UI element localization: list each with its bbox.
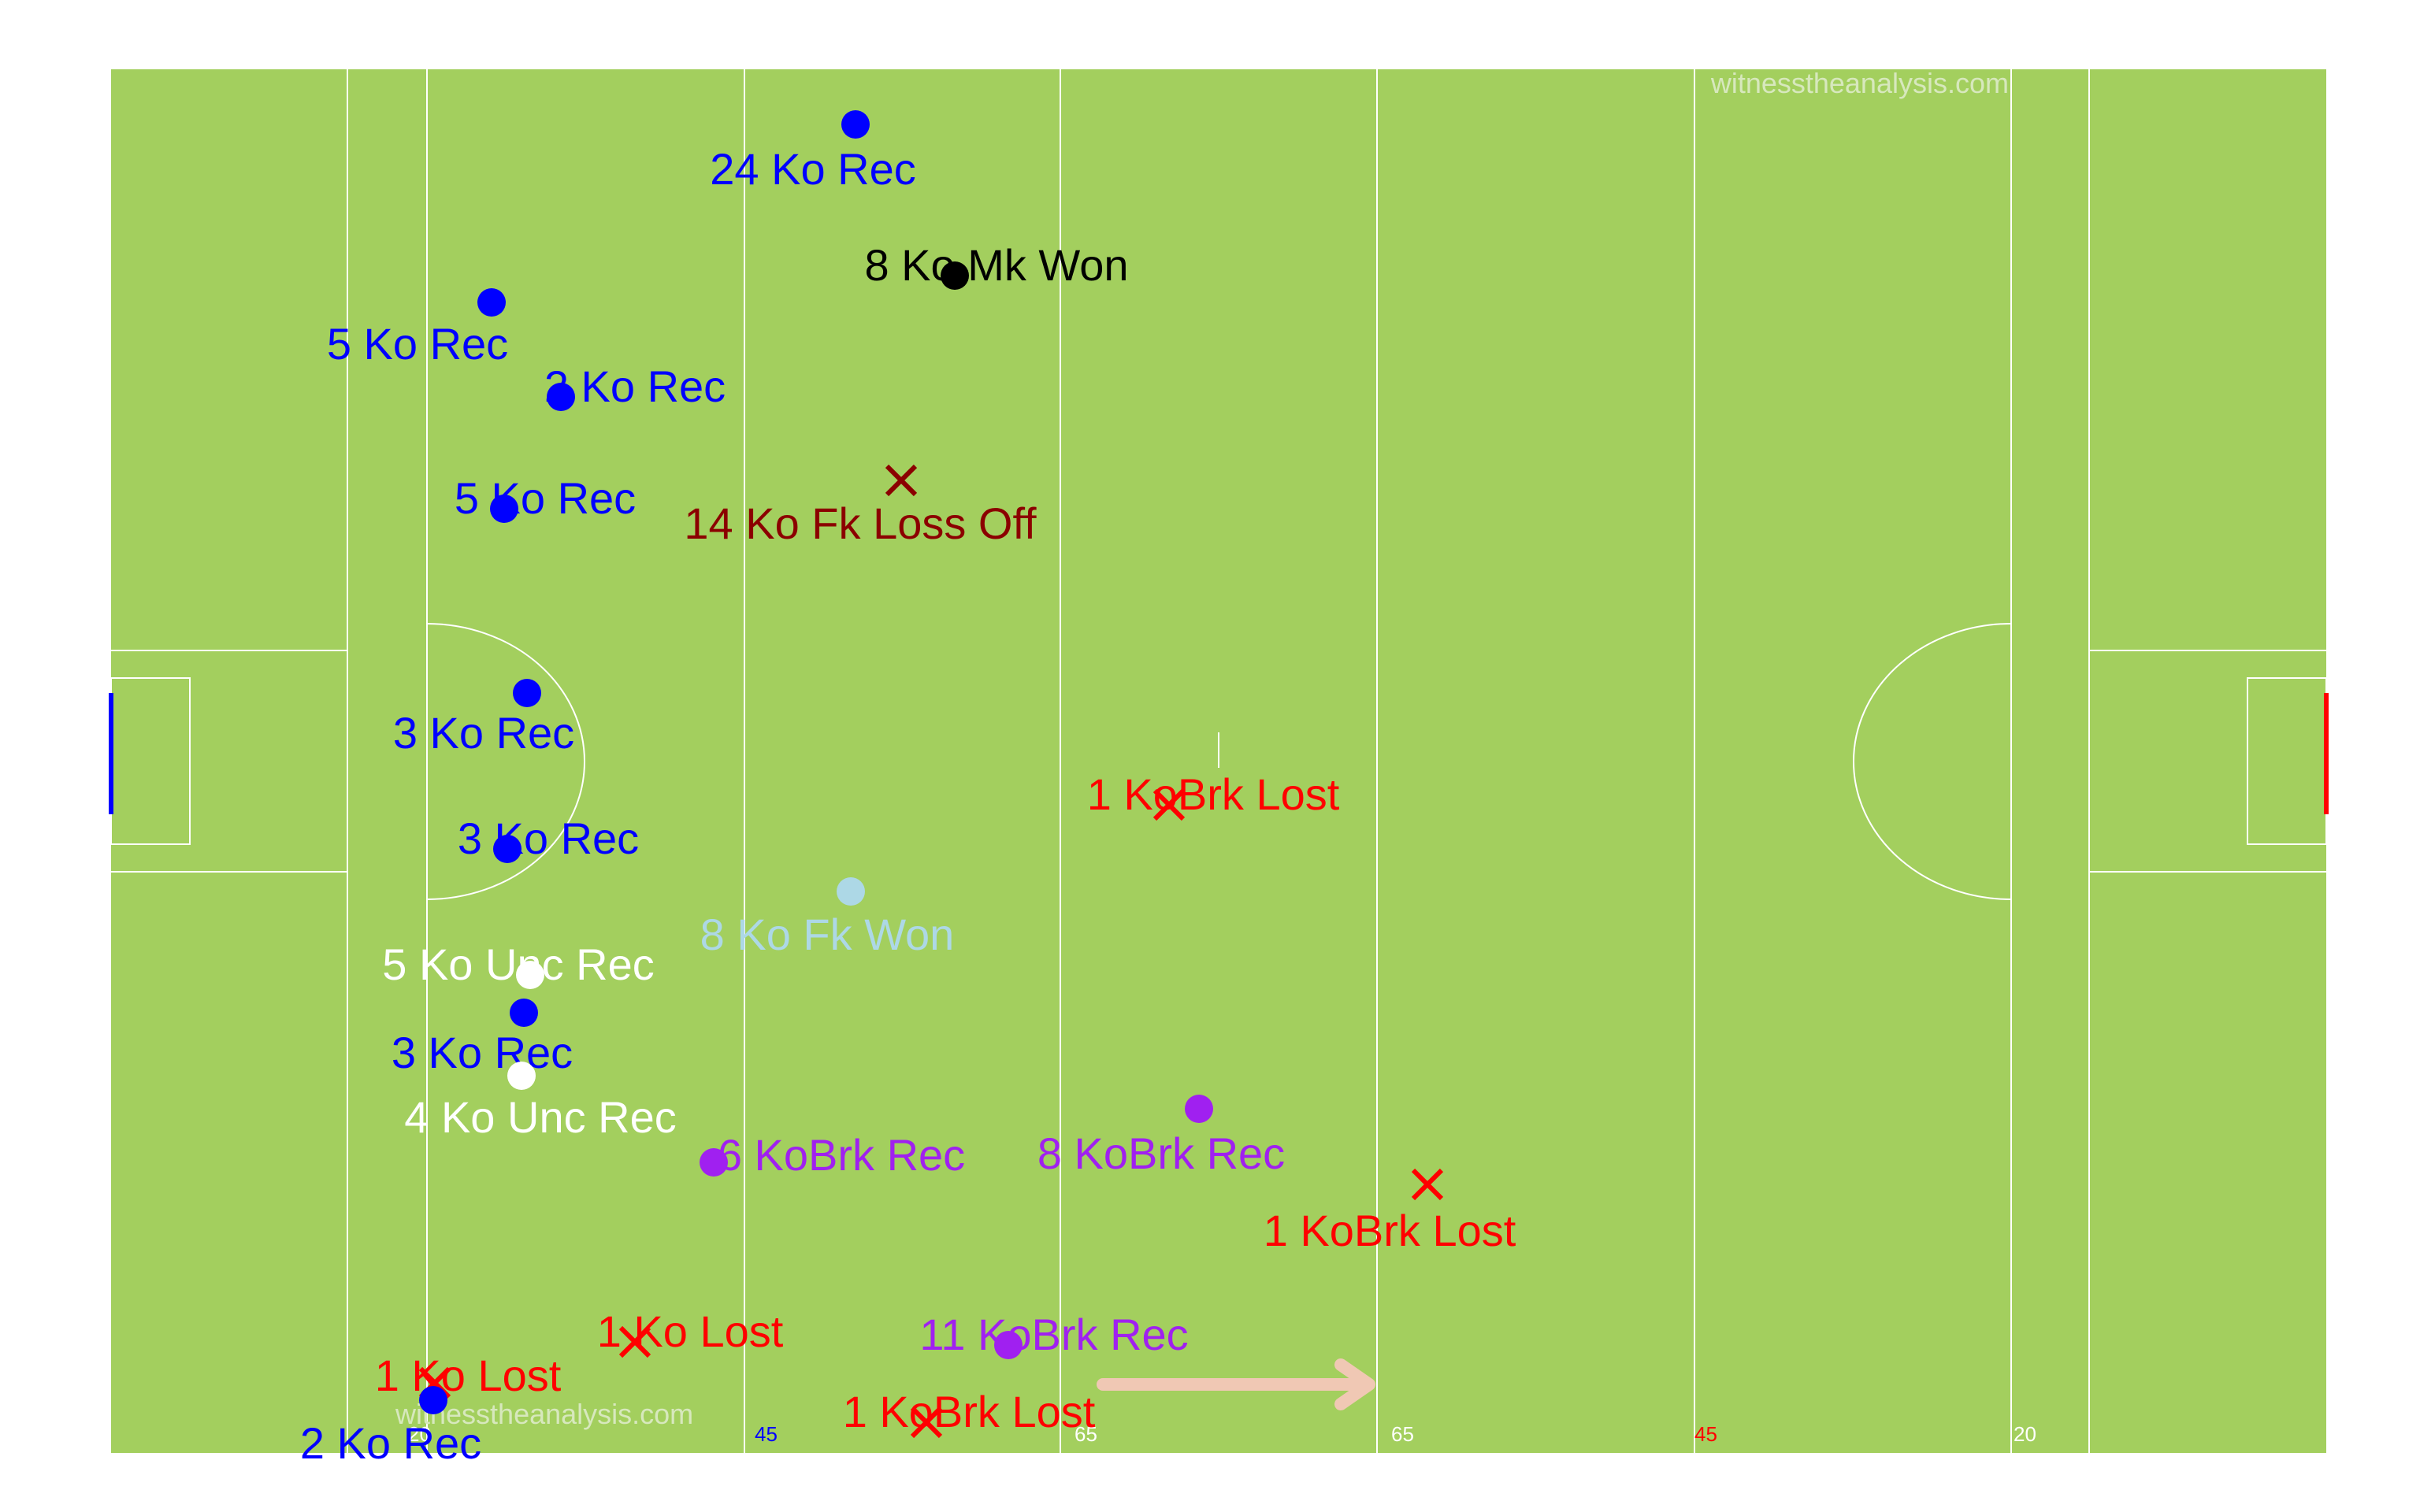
event-label: 6 KoBrk Rec <box>718 1130 965 1180</box>
event-ko-rec: 2 Ko Rec <box>300 1386 481 1468</box>
event-ko-rec: 24 Ko Rec <box>710 110 916 194</box>
event-dot-marker <box>510 999 538 1027</box>
event-ko-rec: 3 Ko Rec <box>392 999 573 1077</box>
event-label: 5 Ko Rec <box>455 473 636 523</box>
event-label: 1 KoBrk Lost <box>1087 769 1340 819</box>
event-dot-marker <box>477 288 506 317</box>
event-label: 1 KoBrk Lost <box>1264 1206 1516 1255</box>
event-lost: 1 Ko Lost <box>597 1306 784 1358</box>
event-lost: 1 KoBrk Lost <box>1264 1168 1516 1255</box>
event-label: 3 Ko Rec <box>392 1028 573 1077</box>
event-cross-marker <box>618 1325 651 1358</box>
event-label: 8 Ko Fk Won <box>700 910 955 959</box>
event-ko-rec: 3 Ko Rec <box>393 679 574 758</box>
event-ko-rec: 3 Ko Rec <box>458 813 639 863</box>
arc-right <box>1853 623 2012 900</box>
event-ko-rec: 2 Ko Rec <box>544 361 726 411</box>
event-dot-marker <box>1185 1095 1213 1123</box>
event-dot-marker <box>490 495 518 523</box>
arc-left <box>426 623 585 900</box>
event-dot-marker <box>507 1062 536 1090</box>
event-ko-rec: 5 Ko Rec <box>327 288 508 369</box>
event-label: 1 KoBrk Lost <box>843 1387 1096 1436</box>
events-layer: 24 Ko Rec 8 Ko Mk Won 5 Ko Rec 2 Ko Rec 5 Ko… <box>300 110 1516 1468</box>
line-label: 20 <box>2014 1422 2036 1446</box>
event-kobrk-rec: 6 KoBrk Rec <box>700 1130 965 1180</box>
event-cross-marker <box>885 464 918 497</box>
event-label: 14 Ko Fk Loss Off <box>684 498 1037 548</box>
event-label: 5 Ko Rec <box>327 319 508 369</box>
event-label: 2 Ko Rec <box>544 361 726 411</box>
event-cross-marker <box>1411 1168 1444 1201</box>
line-label: 65 <box>1075 1422 1097 1446</box>
event-dot-marker <box>994 1331 1023 1359</box>
event-label: 8 Ko Mk Won <box>864 240 1128 290</box>
event-label: 3 Ko Rec <box>393 708 574 758</box>
line-label: 45 <box>1694 1422 1717 1446</box>
watermark-top: witnesstheanalysis.com <box>1710 67 2009 99</box>
event-dot-marker <box>837 877 865 906</box>
event-cross-marker <box>910 1406 943 1439</box>
attack-direction-arrow <box>1097 1358 1375 1410</box>
event-label: 2 Ko Rec <box>300 1418 481 1468</box>
line-label: 20 <box>408 1422 431 1446</box>
event-dot-marker <box>841 110 870 139</box>
line-label: 45 <box>755 1422 778 1446</box>
line-label: 65 <box>1391 1422 1414 1446</box>
event-label: 8 KoBrk Rec <box>1037 1128 1285 1178</box>
event-label: 3 Ko Rec <box>458 813 639 863</box>
event-dot-marker <box>700 1148 728 1177</box>
event-dot-marker <box>513 679 541 707</box>
event-dot-marker <box>941 261 969 290</box>
event-dot-marker <box>493 835 521 863</box>
event-lost: 1 Ko Lost <box>375 1351 562 1400</box>
event-label: 1 Ko Lost <box>597 1306 784 1356</box>
event-kobrk-rec: 11 KoBrk Rec <box>919 1310 1189 1359</box>
event-ko-fk-loss: 14 Ko Fk Loss Off <box>684 464 1037 548</box>
event-label: 4 Ko Unc Rec <box>404 1092 677 1142</box>
event-label: 11 KoBrk Rec <box>919 1310 1188 1359</box>
event-dot-marker <box>419 1386 447 1414</box>
line-labels: 20 45 65 65 45 20 <box>408 1422 2036 1446</box>
event-dot-marker <box>516 961 544 989</box>
event-ko-rec: 5 Ko Rec <box>455 473 636 523</box>
event-ko-mk-won: 8 Ko Mk Won <box>864 240 1129 290</box>
event-ko-unc-rec: 5 Ko Unc Rec <box>382 939 655 989</box>
event-label: 1 Ko Lost <box>375 1351 562 1400</box>
event-ko-fk-won: 8 Ko Fk Won <box>700 877 955 959</box>
event-label: 24 Ko Rec <box>710 144 916 194</box>
event-kobrk-rec: 8 KoBrk Rec <box>1037 1095 1285 1178</box>
event-label: 5 Ko Unc Rec <box>382 939 655 989</box>
event-lost: 1 KoBrk Lost <box>843 1387 1096 1439</box>
event-lost: 1 KoBrk Lost <box>1087 769 1340 821</box>
event-cross-marker <box>1152 788 1186 821</box>
event-dot-marker <box>547 383 575 411</box>
pitch-markings <box>110 69 2327 1453</box>
event-ko-unc-rec: 4 Ko Unc Rec <box>404 1062 677 1142</box>
